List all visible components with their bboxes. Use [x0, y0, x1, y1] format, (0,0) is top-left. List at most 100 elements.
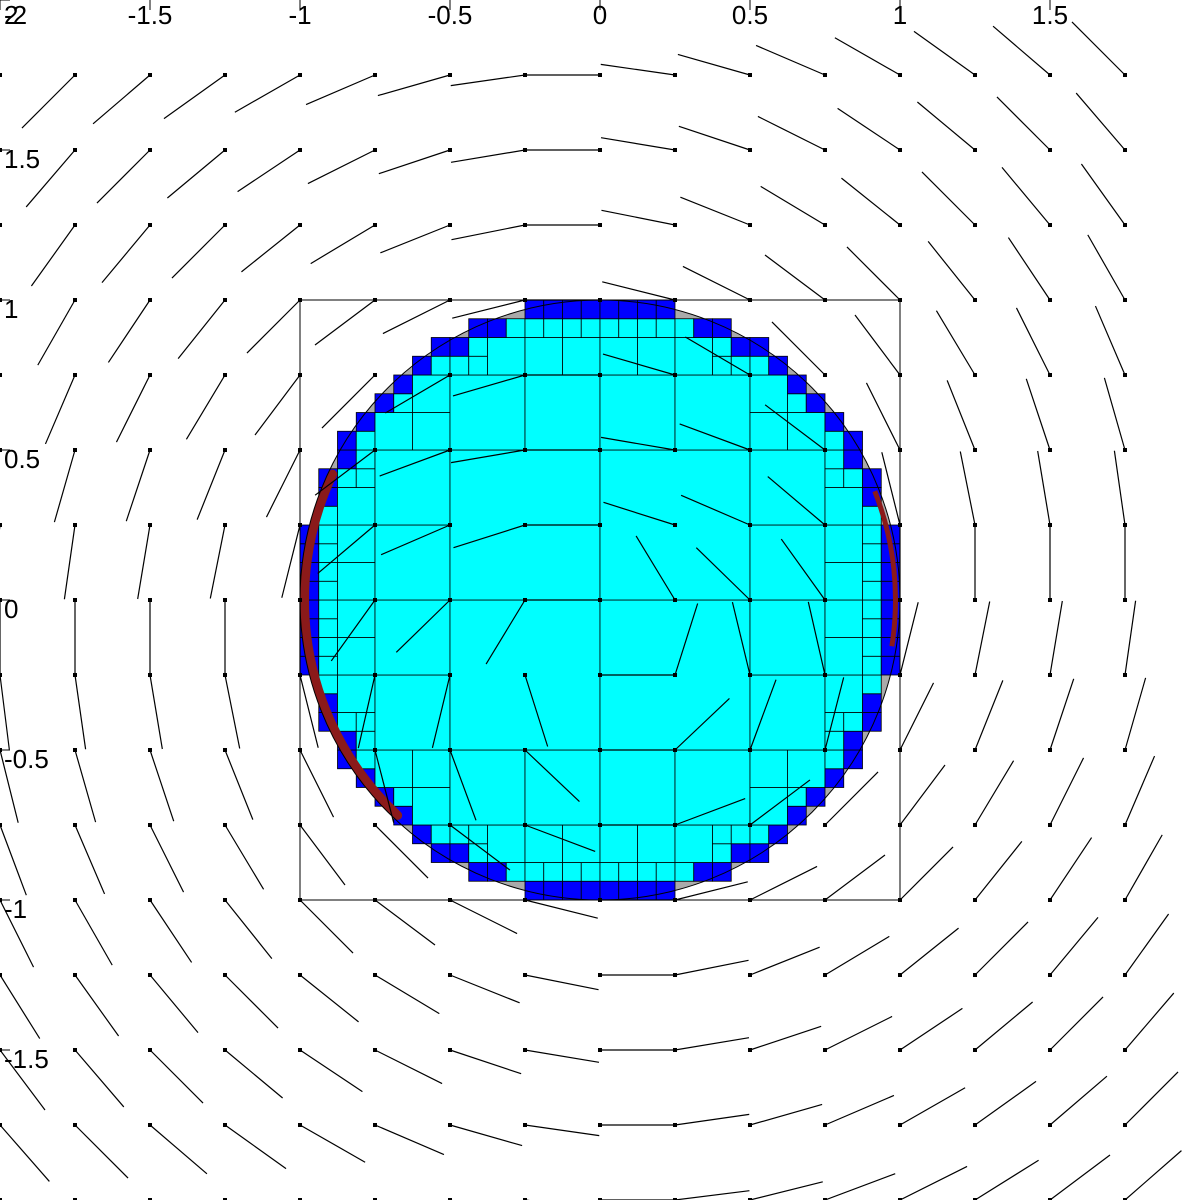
quadtree-cell	[599, 880, 620, 901]
vector-glyph	[73, 1123, 129, 1179]
vector-glyph	[764, 404, 827, 452]
vector-glyph	[973, 1001, 1034, 1052]
quadtree-cell	[730, 843, 751, 863]
vector-glyph	[600, 63, 677, 77]
quadtree-cell	[712, 337, 732, 357]
quadtree-cell	[787, 749, 826, 788]
vector-glyph	[171, 223, 227, 279]
vector-glyph	[1113, 450, 1127, 527]
vector-glyph	[764, 254, 827, 302]
vector-glyph	[73, 673, 87, 750]
quadtree-cell	[843, 712, 863, 732]
quadtree-cell	[655, 880, 676, 901]
vector-glyph	[525, 73, 602, 77]
vector-glyph	[223, 973, 279, 1029]
vector-glyph	[602, 353, 677, 377]
vector-glyph	[115, 373, 152, 443]
vector-glyph	[973, 680, 1004, 752]
quadtree-cell	[468, 318, 488, 338]
vector-glyph	[246, 298, 302, 354]
vector-glyph	[935, 310, 977, 377]
quadtree-cell	[524, 880, 545, 901]
vector-glyph	[148, 673, 163, 750]
x-tick-label: 0.5	[732, 0, 768, 30]
vector-glyph	[305, 73, 377, 106]
vector-glyph	[223, 1198, 227, 1200]
y-tick-label: -0.5	[4, 744, 49, 774]
vector-glyph	[298, 748, 335, 818]
vector-glyph	[865, 382, 902, 452]
quadtree-cell	[712, 824, 732, 845]
vector-glyph	[1048, 1075, 1108, 1127]
vector-glyph	[373, 1198, 377, 1200]
vector-glyph	[185, 373, 227, 440]
x-tick: 0.5	[732, 0, 768, 30]
quadtree-cell	[749, 337, 770, 357]
vector-glyph	[0, 1123, 50, 1182]
y-tick: 1.5	[0, 144, 40, 174]
quadtree-cell	[862, 674, 882, 695]
vector-glyph	[598, 823, 675, 827]
vector-glyph	[992, 25, 1052, 77]
vector-glyph	[837, 107, 902, 152]
quadtree-cell	[749, 412, 788, 451]
quadtree-cell	[599, 749, 676, 826]
quadtree-cell	[543, 318, 563, 338]
vector-glyph	[448, 898, 518, 935]
x-tick-label: -1	[288, 0, 311, 30]
quadtree-cell	[562, 299, 582, 320]
vector-glyph	[846, 246, 902, 302]
vector-glyph	[673, 881, 748, 902]
y-tick-label: 1.5	[4, 144, 40, 174]
quadtree-cell	[580, 318, 601, 338]
vector-glyph	[314, 448, 377, 496]
vector-glyph	[748, 865, 818, 902]
quadtree-cell	[730, 824, 751, 845]
vector-glyph	[73, 1198, 77, 1200]
vector-glyph	[748, 946, 820, 977]
vector-glyph	[523, 823, 596, 853]
quadtree-cell	[524, 337, 563, 376]
vector-glyph	[959, 451, 977, 527]
quadtree-cell	[449, 355, 470, 376]
quadtree-cell	[693, 862, 713, 882]
y-tick-label: 0.5	[4, 444, 40, 474]
quadtree-cell	[674, 337, 713, 376]
quadtree-cell	[337, 712, 357, 732]
quadtree-cell	[824, 749, 845, 770]
quadtree-cell	[862, 524, 882, 545]
x-tick-label: 1.5	[1032, 0, 1068, 30]
x-tick: 0	[593, 0, 607, 30]
x-tick: -0.5	[428, 0, 472, 30]
vector-glyph	[823, 854, 886, 902]
vector-glyph	[823, 1094, 895, 1127]
quadtree-cell	[430, 824, 451, 845]
quadtree-cell	[805, 393, 826, 413]
vector-glyph	[373, 823, 429, 879]
interface-band-right	[872, 490, 898, 647]
vector-glyph	[314, 298, 377, 346]
x-tick: 1.5	[1032, 0, 1068, 30]
quadtree-cell	[862, 599, 882, 620]
vector-glyph	[37, 298, 77, 366]
quadtree-cell	[749, 599, 826, 676]
quadtree-cell	[393, 787, 413, 807]
quadtree-cell	[787, 805, 807, 826]
vector-glyph	[310, 223, 377, 265]
vector-glyph	[223, 898, 273, 959]
vector-glyph	[357, 673, 377, 749]
quadtree-cell	[843, 430, 863, 451]
vector-glyph	[0, 73, 2, 77]
quadtree-cell	[374, 449, 451, 526]
vector-glyph	[523, 973, 599, 991]
quadtree-cell	[412, 749, 451, 788]
vector-glyph	[1048, 757, 1085, 827]
vector-glyph	[523, 748, 580, 803]
quadtree-cell	[824, 524, 863, 563]
vector-glyph	[834, 37, 902, 77]
vector-glyph	[330, 598, 377, 662]
vector-glyph	[748, 1181, 823, 1200]
vector-glyph	[73, 1048, 125, 1108]
vector-glyph	[598, 1123, 675, 1127]
